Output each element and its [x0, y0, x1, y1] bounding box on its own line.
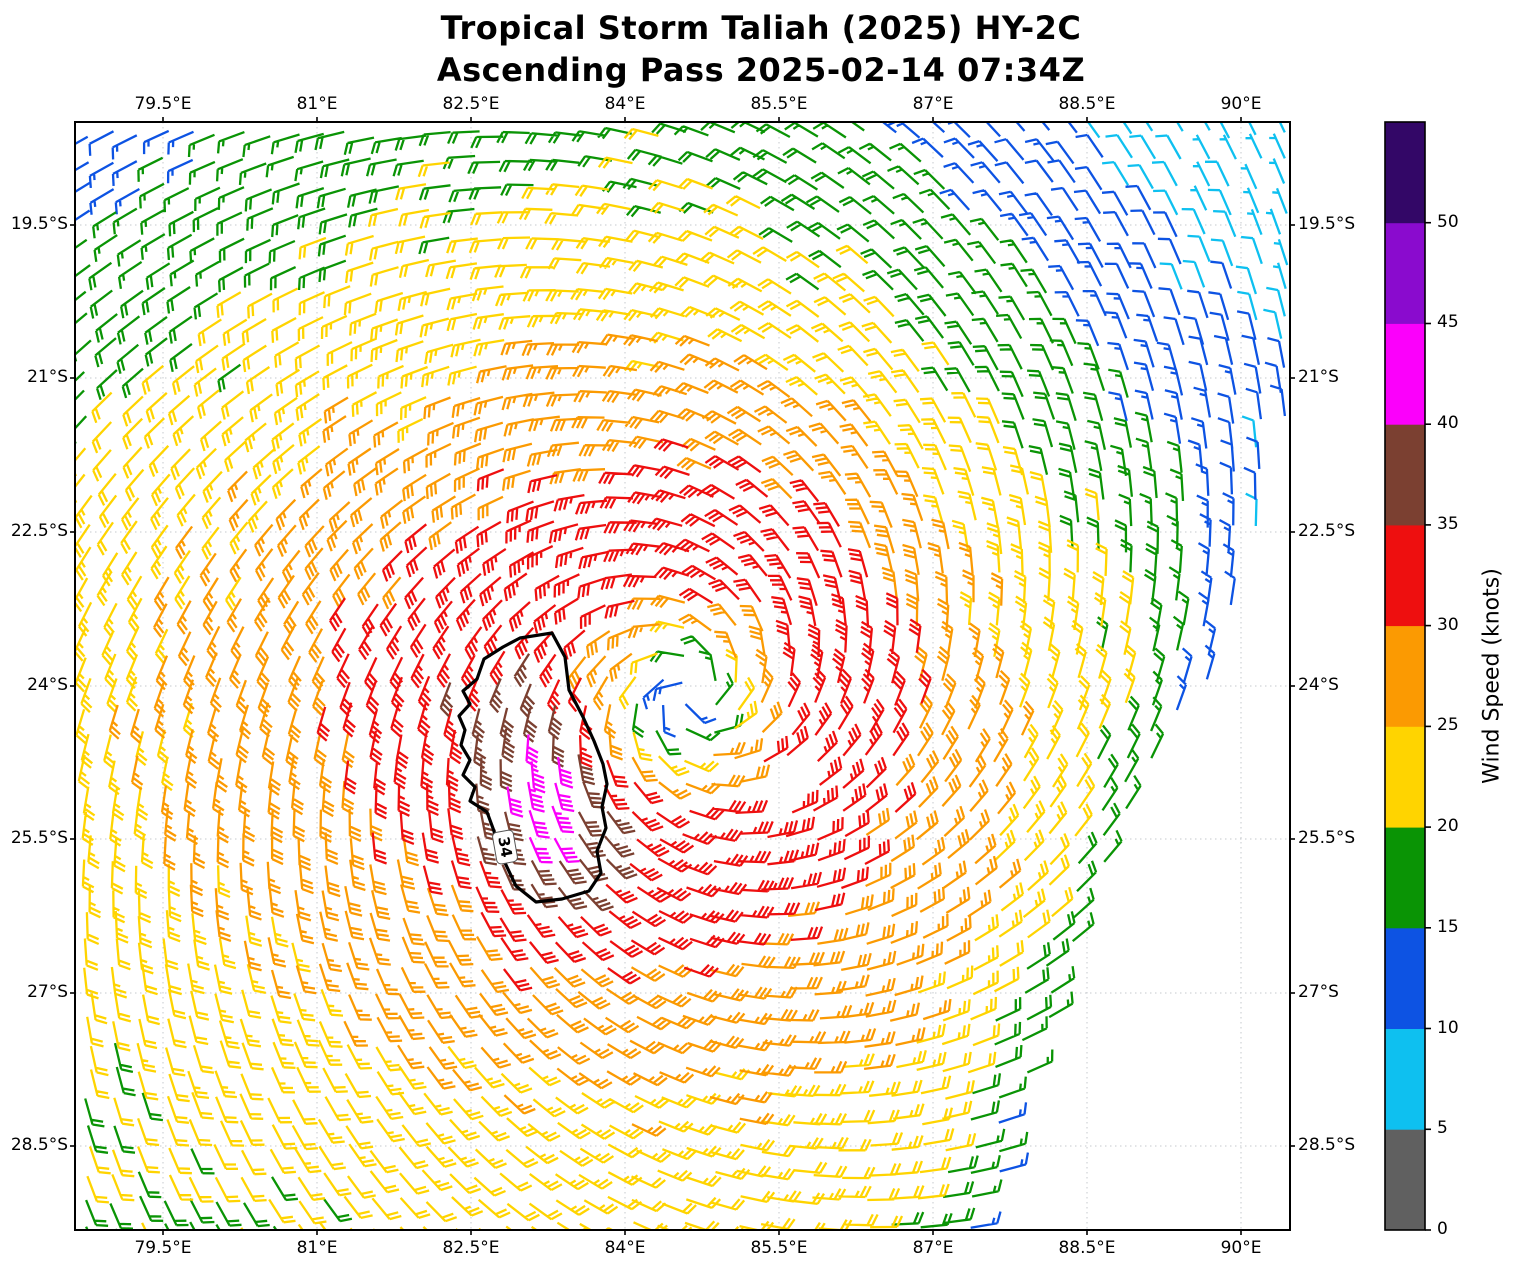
colorbar-tick-label: 30 — [1437, 614, 1459, 635]
plot-subtitle: Ascending Pass 2025-02-14 07:34Z — [436, 51, 1086, 89]
y-tick-label-right: 28.5°S — [1298, 1135, 1356, 1155]
y-tick-label-left: 21°S — [27, 367, 68, 387]
y-tick-label-left: 24°S — [27, 675, 68, 695]
colorbar-tick-label: 10 — [1437, 1017, 1459, 1038]
y-tick-label-right: 25.5°S — [1298, 828, 1356, 848]
y-tick-label-left: 27°S — [27, 982, 68, 1002]
wind-barbs — [75, 122, 1289, 1230]
x-tick-label-bottom: 87°E — [912, 1238, 954, 1258]
colorbar-tick-label: 35 — [1437, 513, 1459, 534]
y-tick-label-right: 27°S — [1298, 982, 1339, 1002]
x-tick-label-top: 87°E — [912, 94, 954, 114]
x-tick-label-bottom: 79.5°E — [134, 1238, 192, 1258]
x-tick-label-bottom: 90°E — [1220, 1238, 1262, 1258]
colorbar-tick-label: 45 — [1437, 312, 1459, 333]
colorbar-segment — [1385, 726, 1425, 828]
x-tick-label-top: 88.5°E — [1058, 94, 1116, 114]
colorbar-tick-label: 15 — [1437, 916, 1459, 937]
x-tick-label-top: 79.5°E — [134, 94, 192, 114]
colorbar-segment — [1385, 122, 1425, 224]
x-tick-label-bottom: 81°E — [296, 1238, 338, 1258]
colorbar — [1384, 121, 1431, 1231]
colorbar-segment — [1385, 424, 1425, 526]
y-tick-label-right: 22.5°S — [1298, 521, 1356, 541]
colorbar-tick-label: 25 — [1437, 715, 1459, 736]
contour-34kt — [457, 631, 609, 904]
colorbar-axis-label: Wind Speed (knots) — [1479, 568, 1505, 784]
colorbar-segment — [1385, 524, 1425, 627]
colorbar-segment — [1385, 625, 1425, 727]
x-tick-label-top: 85.5°E — [750, 94, 808, 114]
y-tick-label-left: 19.5°S — [10, 214, 68, 234]
x-tick-label-bottom: 82.5°E — [442, 1238, 500, 1258]
colorbar-segment — [1385, 222, 1425, 324]
wind-barbs-5-10kt — [1086, 122, 1289, 527]
colorbar-segment — [1385, 1028, 1425, 1130]
plot-title: Tropical Storm Taliah (2025) HY-2C — [440, 9, 1082, 47]
colorbar-tick-label: 20 — [1437, 816, 1459, 837]
colorbar-segment — [1385, 927, 1425, 1029]
x-tick-label-top: 81°E — [296, 94, 338, 114]
colorbar-segment — [1385, 827, 1425, 929]
x-tick-label-top: 90°E — [1220, 94, 1262, 114]
x-tick-label-top: 84°E — [604, 94, 646, 114]
x-tick-label-top: 82.5°E — [442, 94, 500, 114]
y-tick-label-left: 22.5°S — [10, 521, 68, 541]
wind-barbs-30-35kt — [316, 438, 932, 992]
y-tick-label-left: 25.5°S — [10, 828, 68, 848]
wind-barbs-40-45kt — [506, 734, 580, 864]
y-tick-label-right: 21°S — [1298, 367, 1339, 387]
y-tick-label-right: 19.5°S — [1298, 214, 1356, 234]
wind-barbs-20-25kt — [75, 127, 1137, 1230]
axis-ticks — [70, 117, 1295, 1235]
x-tick-label-bottom: 85.5°E — [750, 1238, 808, 1258]
colorbar-tick-label: 5 — [1437, 1118, 1448, 1139]
x-tick-label-bottom: 84°E — [604, 1238, 646, 1258]
colorbar-tick-label: 0 — [1437, 1219, 1448, 1239]
colorbar-tick-label: 50 — [1437, 211, 1459, 232]
wind-barbs-15-20kt — [75, 122, 1190, 1230]
wind-barbs-25-30kt — [108, 333, 1035, 1137]
colorbar-segment — [1385, 1129, 1425, 1231]
y-tick-label-right: 24°S — [1298, 675, 1339, 695]
axes-frame — [74, 121, 1291, 1231]
y-tick-label-left: 28.5°S — [10, 1135, 68, 1155]
colorbar-frame — [1384, 121, 1426, 1231]
colorbar-segment — [1385, 323, 1425, 425]
x-tick-label-bottom: 88.5°E — [1058, 1238, 1116, 1258]
colorbar-tick-label: 40 — [1437, 413, 1459, 434]
